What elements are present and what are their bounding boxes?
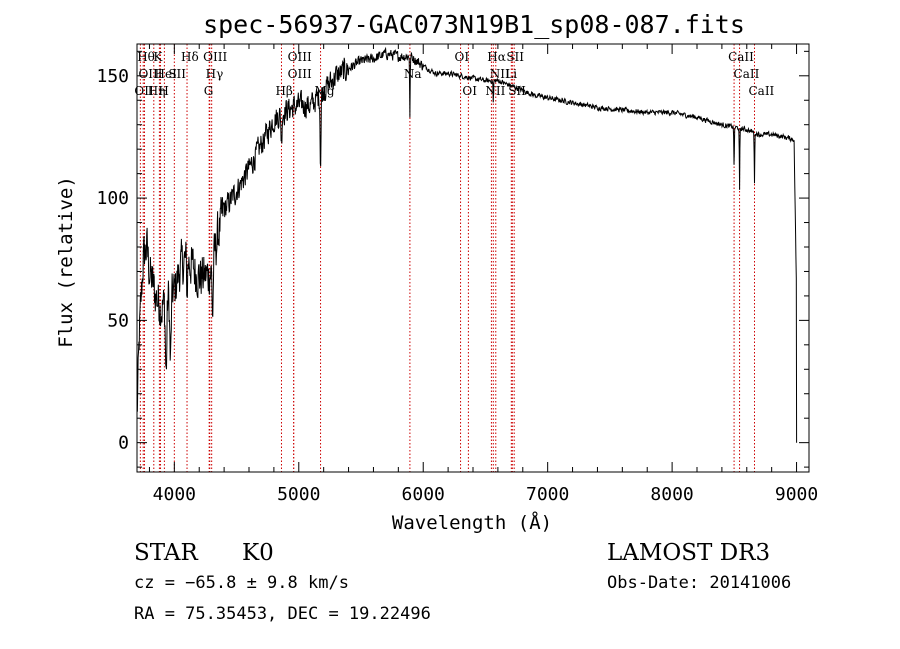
line-label: Hα [487, 50, 506, 64]
spectral-line-markers [139, 44, 755, 472]
x-tick-label: 4000 [153, 484, 196, 505]
survey-name: LAMOST DR3 [607, 540, 770, 566]
line-label: CaII [734, 67, 760, 81]
y-tick-label: 50 [107, 310, 129, 331]
object-subclass: K0 [242, 540, 274, 566]
line-label: SII [506, 50, 524, 64]
line-label: CaII [748, 84, 774, 98]
spectrum-line [136, 46, 798, 443]
line-label: Hγ [206, 67, 224, 81]
y-tick-label: 0 [118, 433, 129, 454]
y-axis-ticks: 0 50 100 150 [96, 50, 809, 468]
x-tick-label: 8000 [650, 484, 693, 505]
line-label: NII [485, 84, 505, 98]
line-label: OIII [138, 67, 162, 81]
line-label: Hθ [137, 50, 155, 64]
line-label: Li [505, 67, 517, 81]
line-label: Hβ [275, 84, 292, 98]
line-label: SII [168, 67, 186, 81]
line-label: OII [134, 84, 154, 98]
line-label: SII [508, 84, 526, 98]
ra-dec: RA = 75.35453, DEC = 19.22496 [134, 604, 431, 624]
x-tick-label: 9000 [775, 484, 818, 505]
line-label: OI [462, 84, 477, 98]
plot-frame [136, 43, 810, 473]
line-label: Hη [148, 84, 166, 98]
line-label: OIII [288, 67, 312, 81]
line-label: NII [490, 67, 510, 81]
x-axis-label: Wavelength (Å) [392, 511, 552, 534]
y-axis-label: Flux (relative) [55, 176, 77, 348]
line-label: OIII [203, 50, 227, 64]
line-label: G [204, 84, 214, 98]
line-label: K [153, 50, 163, 64]
line-label: Hδ [181, 50, 199, 64]
line-label: Na [404, 67, 422, 81]
x-tick-label: 5000 [277, 484, 320, 505]
x-axis-ticks: 4000 5000 6000 7000 8000 9000 [148, 44, 818, 505]
line-label: OI [455, 50, 470, 64]
y-tick-label: 100 [96, 188, 129, 209]
x-tick-label: 7000 [526, 484, 569, 505]
chart-title: spec-56937-GAC073N19B1_sp08-087.fits [203, 10, 745, 39]
object-class: STAR [134, 540, 198, 566]
line-label: OIII [288, 50, 312, 64]
observation-date: Obs-Date: 20141006 [607, 573, 791, 593]
redshift-cz: cz = −65.8 ± 9.8 km/s [134, 573, 349, 593]
x-tick-label: 6000 [402, 484, 445, 505]
line-label: HeI [155, 67, 178, 81]
y-tick-label: 150 [96, 66, 129, 87]
line-label: CaII [728, 50, 754, 64]
line-label: H [158, 84, 168, 98]
